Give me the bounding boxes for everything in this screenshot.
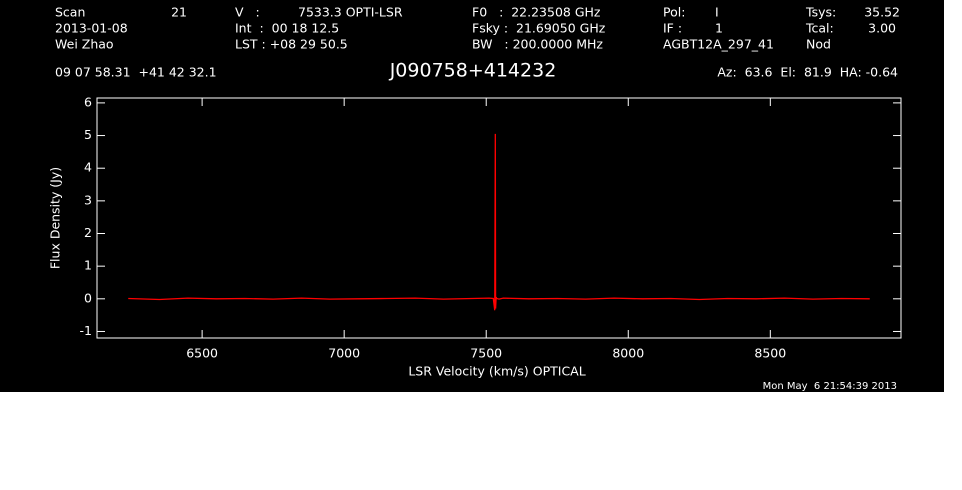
pointing: Az: 63.6 El: 81.9 HA: -0.64 (717, 65, 898, 80)
header-text: 1 (715, 21, 723, 36)
header-text: 35.52 (864, 5, 900, 20)
header-text: BW : 200.0000 MHz (472, 37, 603, 52)
x-tick-label: 6500 (186, 346, 218, 361)
coords: 09 07 58.31 +41 42 32.1 (55, 65, 217, 80)
y-axis-label: Flux Density (Jy) (48, 167, 63, 269)
header-text: 7533.3 OPTI-LSR (298, 5, 403, 20)
header-text: LST : +08 29 50.5 (235, 37, 348, 52)
header-text: Scan (55, 5, 85, 20)
y-tick-label: 6 (84, 94, 92, 109)
timestamp: Mon May 6 21:54:39 2013 (763, 381, 897, 392)
header-text: Pol: (663, 5, 685, 20)
x-tick-label: 8000 (612, 346, 644, 361)
plot-frame (96, 97, 902, 339)
header-text: AGBT12A_297_41 (663, 37, 774, 52)
x-axis-label: LSR Velocity (km/s) OPTICAL (408, 364, 585, 379)
header-text: Nod (806, 37, 831, 52)
header-text: 21 (171, 5, 187, 20)
x-tick-label: 8500 (754, 346, 786, 361)
y-tick-label: 1 (84, 258, 92, 273)
header-text: 2013-01-08 (55, 21, 128, 36)
header-text: F0 : 22.23508 GHz (472, 5, 601, 20)
header-text: Tsys: (805, 5, 836, 20)
spectrum-line (128, 133, 870, 311)
header-text: 3.00 (868, 21, 896, 36)
y-tick-label: 4 (84, 160, 92, 175)
header-text: I (715, 5, 719, 20)
y-tick-label: 2 (84, 225, 92, 240)
y-tick-label: 5 (84, 127, 92, 142)
y-tick-label: 3 (84, 192, 92, 207)
x-tick-label: 7500 (470, 346, 502, 361)
x-tick-label: 7000 (328, 346, 360, 361)
y-tick-label: -1 (80, 323, 92, 338)
header-text: Tcal: (805, 21, 834, 36)
header-text: Wei Zhao (55, 37, 114, 52)
chart: Scan 21 V : 7533.3 OPTI-LSR F0 : 22.2350… (0, 0, 944, 392)
source-title: J090758+414232 (389, 60, 557, 82)
header-text: Fsky : 21.69050 GHz (472, 21, 606, 36)
header-text: V : (235, 5, 260, 20)
header-text: IF : (663, 21, 682, 36)
header-text: Int : 00 18 12.5 (235, 21, 339, 36)
y-tick-label: 0 (84, 290, 92, 305)
